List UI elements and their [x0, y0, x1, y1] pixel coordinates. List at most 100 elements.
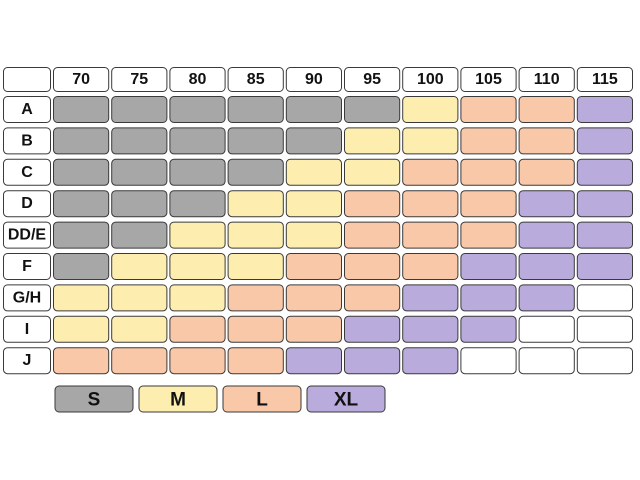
size-cell-s: [53, 221, 110, 249]
size-cell-l: [402, 221, 459, 249]
size-cell-l: [227, 284, 284, 312]
size-cell-s: [53, 190, 110, 218]
size-cell-m: [111, 284, 168, 312]
size-cell-m: [111, 315, 168, 343]
size-cell-xl: [344, 315, 401, 343]
column-header-cell: [53, 67, 110, 92]
size-cell-empty: [576, 347, 633, 375]
size-cell-s: [111, 221, 168, 249]
size-cell-s: [344, 96, 401, 123]
legend-label-l: L: [256, 390, 268, 411]
size-cell-l: [344, 221, 401, 249]
size-cell-s: [111, 96, 168, 123]
size-cell-l: [460, 190, 517, 218]
row-header-label: C: [21, 164, 33, 181]
size-cell-l: [344, 284, 401, 312]
size-cell-l: [402, 158, 459, 186]
size-cell-empty: [576, 284, 633, 312]
legend-swatch-m: [138, 385, 218, 413]
size-cell-m: [227, 221, 284, 249]
column-header-cell: [518, 67, 575, 92]
row-header-label: F: [22, 258, 32, 275]
size-cell-l: [402, 190, 459, 218]
size-cell-l: [460, 127, 517, 155]
column-header-cell: [460, 67, 517, 92]
size-cell-m: [402, 127, 459, 155]
size-cell-l: [344, 253, 401, 280]
size-cell-xl: [460, 284, 517, 312]
size-cell-xl: [576, 96, 633, 123]
size-cell-xl: [576, 221, 633, 249]
legend-swatch-xl: [306, 385, 386, 413]
size-cell-l: [285, 315, 342, 343]
legend-label-s: S: [88, 390, 101, 411]
size-cell-xl: [460, 253, 517, 280]
size-cell-l: [402, 253, 459, 280]
size-cell-xl: [576, 127, 633, 155]
size-cell-s: [227, 96, 284, 123]
column-header-label: 95: [363, 71, 381, 88]
column-header-label: 85: [247, 71, 265, 88]
size-cell-s: [227, 127, 284, 155]
row-header-label: B: [21, 132, 33, 149]
size-cell-m: [285, 221, 342, 249]
row-header-cell: [3, 284, 51, 312]
size-cell-xl: [518, 253, 575, 280]
row-header-cell: [3, 347, 51, 375]
size-cell-m: [227, 253, 284, 280]
column-header-cell: [402, 67, 459, 92]
size-cell-l: [285, 284, 342, 312]
legend-label-m: M: [170, 390, 186, 411]
size-cell-m: [285, 158, 342, 186]
row-header-cell: [3, 190, 51, 218]
size-cell-m: [169, 284, 226, 312]
size-cell-xl: [402, 284, 459, 312]
size-cell-l: [460, 158, 517, 186]
size-cell-l: [518, 127, 575, 155]
column-header-label: 75: [130, 71, 148, 88]
size-cell-s: [111, 158, 168, 186]
row-header-label: I: [25, 321, 29, 338]
row-header-label: A: [21, 101, 33, 118]
size-cell-xl: [460, 315, 517, 343]
size-cell-l: [285, 253, 342, 280]
size-cell-m: [53, 315, 110, 343]
size-cell-xl: [518, 284, 575, 312]
size-cell-m: [402, 96, 459, 123]
size-cell-l: [518, 96, 575, 123]
column-header-cell: [169, 67, 226, 92]
size-cell-s: [227, 158, 284, 186]
size-cell-s: [111, 190, 168, 218]
size-cell-xl: [518, 190, 575, 218]
size-cell-l: [344, 190, 401, 218]
size-cell-s: [53, 96, 110, 123]
size-cell-empty: [518, 315, 575, 343]
size-cell-s: [53, 158, 110, 186]
column-header-label: 70: [72, 71, 90, 88]
size-cell-l: [460, 96, 517, 123]
size-cell-empty: [460, 347, 517, 375]
header-corner-cell: [3, 67, 51, 92]
size-cell-m: [285, 190, 342, 218]
size-cell-m: [169, 221, 226, 249]
size-cell-m: [344, 127, 401, 155]
size-cell-s: [285, 127, 342, 155]
size-cell-s: [285, 96, 342, 123]
size-cell-xl: [576, 190, 633, 218]
column-header-cell: [576, 67, 633, 92]
size-cell-xl: [576, 253, 633, 280]
column-header-label: 110: [534, 71, 560, 88]
size-cell-xl: [576, 158, 633, 186]
size-cell-s: [169, 96, 226, 123]
size-cell-l: [460, 221, 517, 249]
column-header-label: 80: [189, 71, 207, 88]
size-cell-m: [227, 190, 284, 218]
size-cell-m: [53, 284, 110, 312]
size-cell-xl: [402, 347, 459, 375]
column-header-cell: [227, 67, 284, 92]
row-header-label: DD/E: [8, 227, 47, 244]
column-header-cell: [344, 67, 401, 92]
row-header-cell: [3, 221, 51, 249]
size-cell-s: [111, 127, 168, 155]
